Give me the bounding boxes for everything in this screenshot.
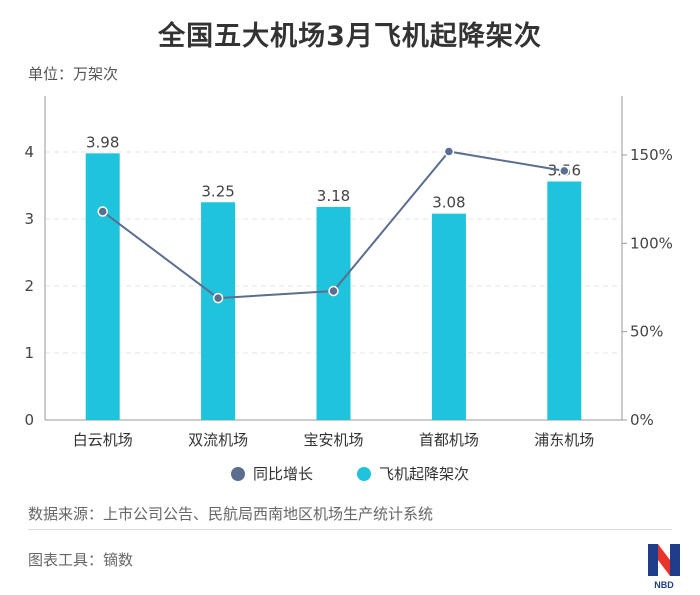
x-axis-category-label: 浦东机场 (534, 431, 594, 449)
growth-point (559, 165, 570, 177)
legend-flights-label: 飞机起降架次 (379, 465, 470, 483)
bar (316, 206, 351, 420)
data-source: 数据来源：上市公司公告、民航局西南地区机场生产统计系统 (28, 505, 434, 523)
right-axis-tick-label: 100% (630, 234, 673, 252)
legend: 同比增长 飞机起降架次 (0, 463, 700, 484)
unit-label: 单位：万架次 (28, 65, 119, 83)
x-axis-category-label: 首都机场 (419, 431, 479, 449)
right-axis-tick-label: 150% (630, 146, 673, 164)
legend-flights-marker (357, 466, 371, 481)
x-axis-category-label: 双流机场 (188, 431, 248, 449)
left-axis-tick-label: 2 (24, 277, 34, 295)
nbd-logo-icon (648, 544, 680, 576)
legend-growth-marker (230, 466, 245, 481)
legend-item-flights[interactable]: 飞机起降架次 (357, 463, 469, 484)
right-axis-tick-label: 50% (630, 323, 663, 341)
growth-point (443, 146, 455, 157)
left-axis-tick-label: 1 (24, 344, 34, 362)
left-axis-tick-label: 0 (24, 411, 34, 429)
bar-data-label: 3.18 (317, 187, 350, 205)
left-axis-tick-label: 3 (24, 210, 34, 228)
legend-growth-label: 同比增长 (252, 465, 313, 483)
logo-text: NBD (654, 580, 674, 590)
growth-point (328, 285, 339, 297)
bar-data-label: 3.98 (86, 133, 119, 151)
growth-point (212, 292, 224, 304)
x-axis-category-label: 宝安机场 (303, 431, 363, 449)
bar (547, 181, 582, 420)
chart-title: 全国五大机场3月飞机起降架次 (158, 21, 542, 52)
right-axis-tick-label: 0% (630, 411, 654, 429)
bar-data-label: 3.25 (201, 182, 234, 200)
bar (431, 213, 466, 420)
bar (201, 202, 236, 420)
chart: 012340%50%100%150%3.983.253.183.083.56白云… (24, 96, 673, 449)
x-axis-category-label: 白云机场 (73, 431, 133, 449)
bar (85, 153, 120, 420)
legend-item-growth[interactable]: 同比增长 (230, 463, 313, 484)
growth-point (97, 206, 108, 217)
bar-data-label: 3.08 (432, 194, 465, 212)
chart-tool: 图表工具：镝数 (28, 551, 134, 569)
left-axis-tick-label: 4 (24, 143, 34, 161)
divider (28, 529, 672, 530)
